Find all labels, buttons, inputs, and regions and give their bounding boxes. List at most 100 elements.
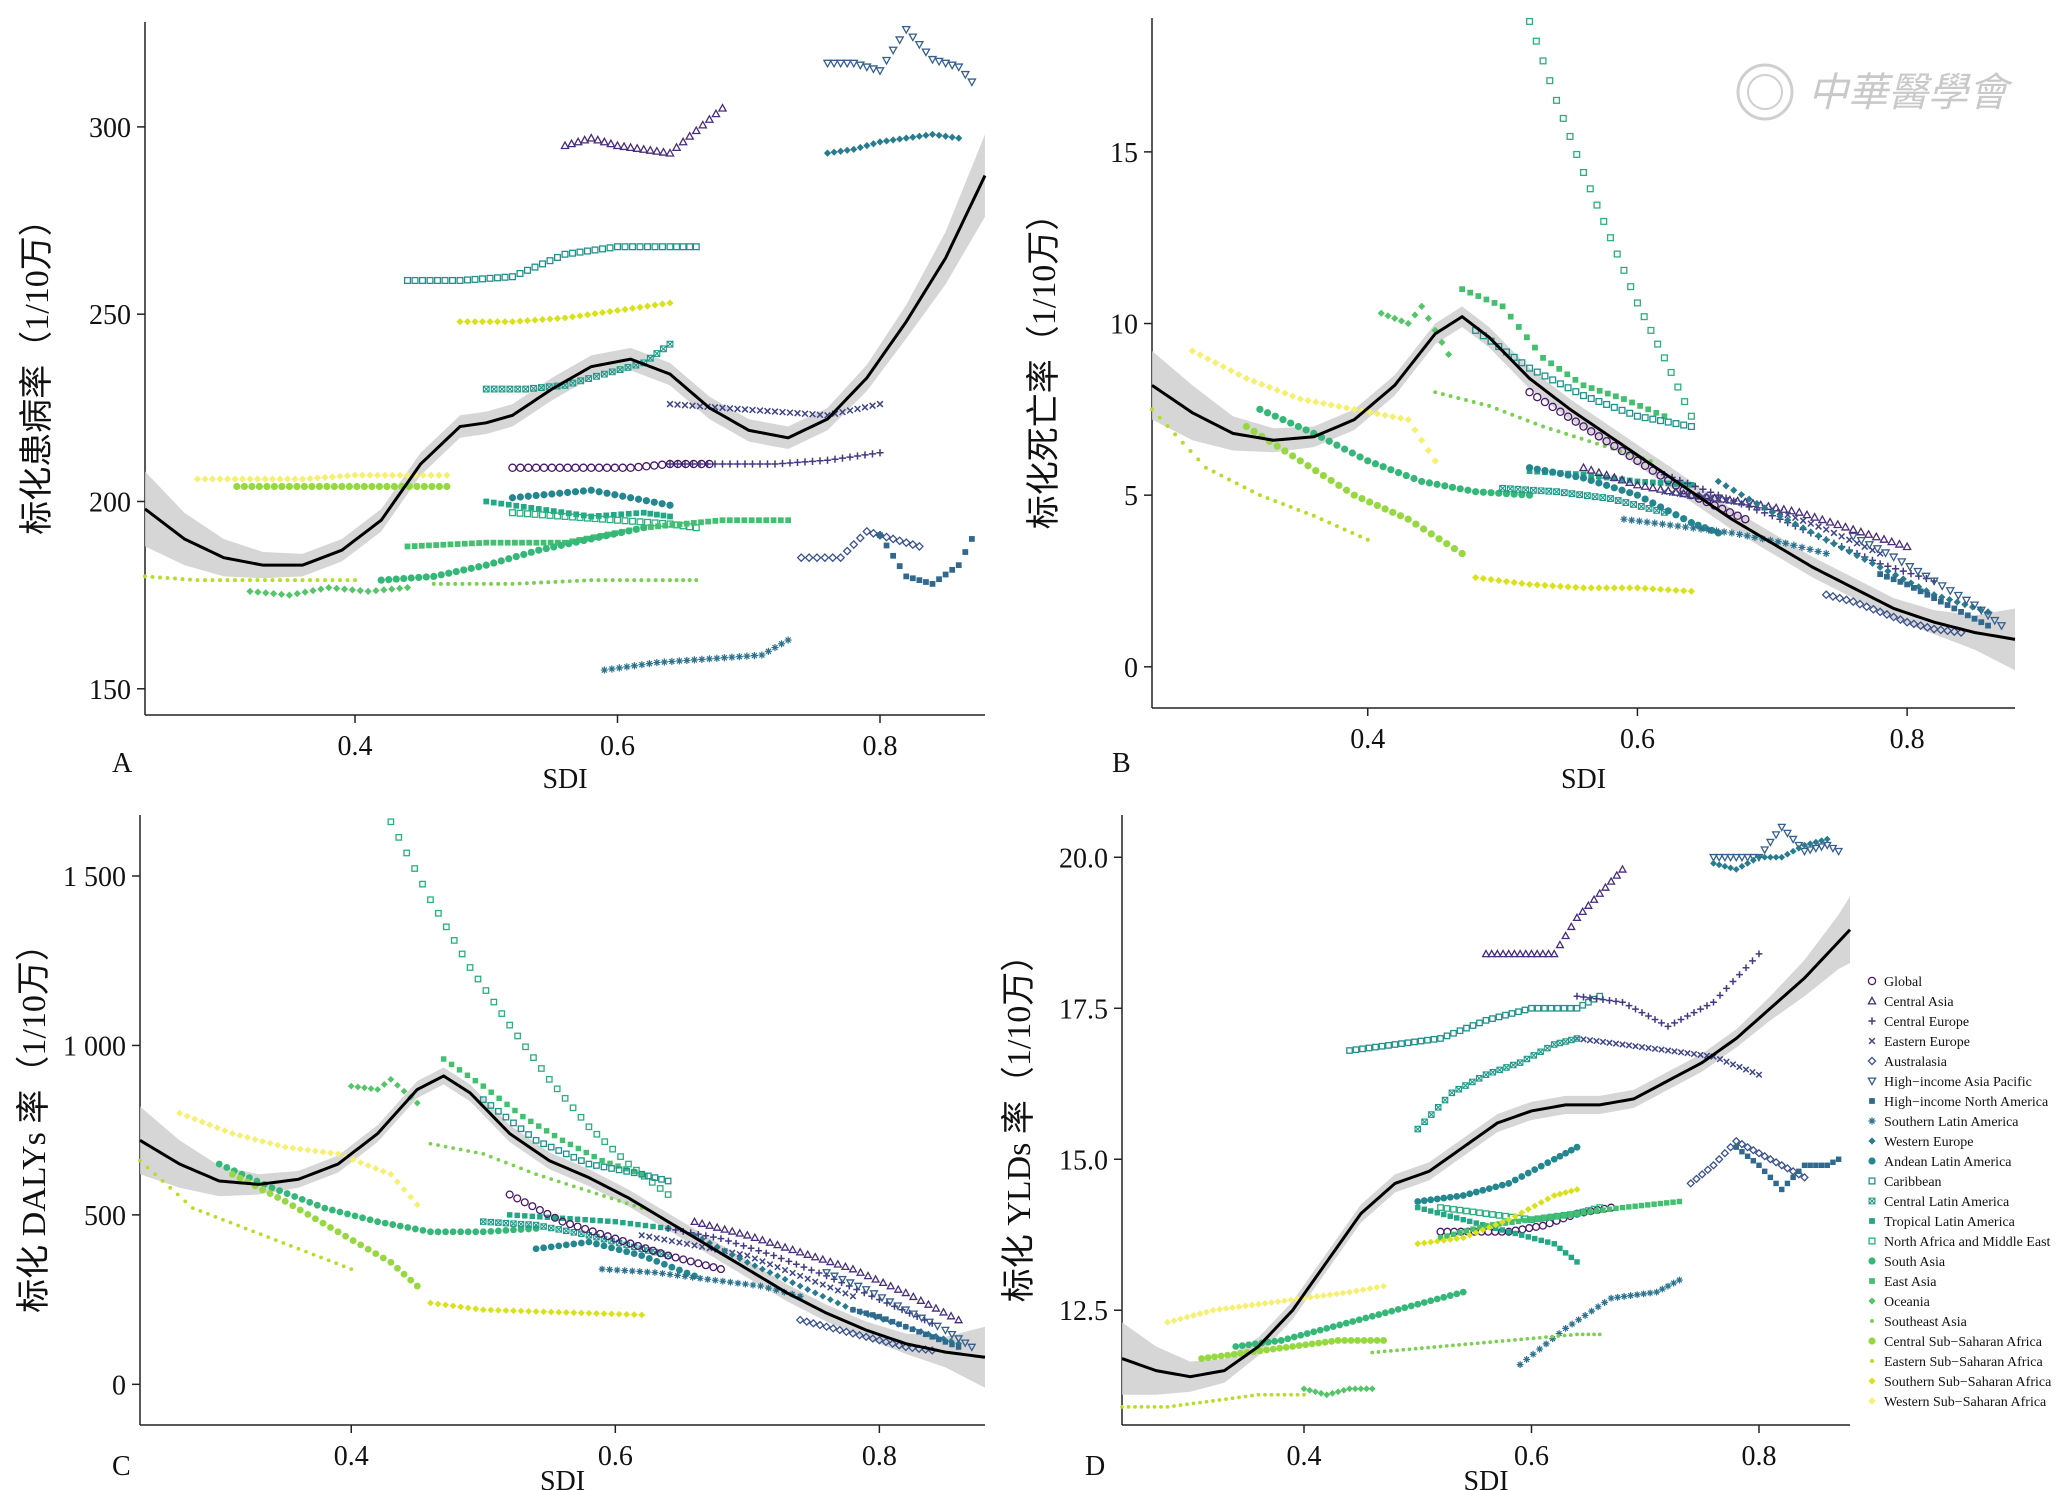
data-point — [632, 143, 642, 152]
data-point — [1840, 522, 1851, 531]
data-point — [1499, 484, 1507, 492]
data-point — [482, 987, 490, 994]
data-point — [1342, 1319, 1350, 1327]
data-point — [1807, 520, 1815, 528]
data-point — [558, 1217, 567, 1226]
data-point — [645, 660, 653, 668]
data-point — [426, 542, 432, 549]
data-point — [843, 146, 851, 154]
data-point — [1476, 1224, 1483, 1231]
data-point — [1425, 479, 1433, 487]
data-point — [660, 658, 668, 666]
data-point — [1414, 1198, 1422, 1205]
data-point — [1790, 1174, 1796, 1181]
data-point — [1595, 479, 1603, 487]
data-point — [1450, 1231, 1457, 1238]
data-point — [1861, 555, 1869, 564]
data-point — [539, 580, 544, 585]
x-axis-label: SDI — [542, 764, 587, 795]
data-point — [660, 512, 667, 519]
data-point — [1198, 1355, 1206, 1362]
data-point — [1492, 949, 1502, 958]
data-point — [517, 1125, 525, 1133]
data-point — [1509, 949, 1519, 958]
data-point — [1548, 1214, 1554, 1220]
data-point — [537, 384, 545, 392]
data-point — [1178, 1403, 1183, 1408]
series-southern-latin-america — [600, 636, 792, 674]
data-point — [922, 131, 930, 139]
data-point — [1441, 1096, 1449, 1104]
data-point — [1310, 1328, 1318, 1336]
data-point — [1469, 1022, 1477, 1029]
data-point — [506, 1212, 513, 1218]
data-point — [1529, 1350, 1537, 1358]
data-point — [1389, 508, 1397, 516]
series-high-income-asia-pacific — [1848, 532, 2007, 631]
data-point — [1251, 1340, 1259, 1348]
data-point — [323, 482, 331, 491]
data-point — [546, 580, 551, 585]
data-point — [1538, 1221, 1547, 1230]
data-point — [628, 1267, 636, 1275]
data-point — [1404, 319, 1412, 328]
data-point — [1978, 619, 1985, 626]
data-point — [1845, 547, 1853, 556]
data-point — [1593, 995, 1600, 1003]
data-point — [1469, 1208, 1477, 1216]
data-point — [248, 578, 252, 583]
data-point — [1384, 312, 1392, 320]
legend-item-central-asia: Central Asia — [1867, 995, 1954, 1010]
data-point — [1760, 1151, 1770, 1161]
data-point — [947, 61, 957, 71]
data-point — [1346, 1385, 1353, 1393]
data-point — [665, 459, 675, 469]
data-point — [632, 1203, 637, 1208]
data-point — [442, 1228, 449, 1236]
data-point — [1320, 1292, 1327, 1299]
data-point — [528, 1202, 537, 1211]
data-point — [540, 539, 547, 546]
data-point — [869, 402, 876, 410]
data-point — [1556, 1190, 1564, 1198]
data-point — [1573, 1186, 1581, 1193]
data-point — [639, 144, 649, 153]
data-point — [1721, 862, 1729, 870]
data-point — [1463, 1207, 1470, 1215]
data-point — [902, 134, 910, 142]
data-point — [255, 482, 263, 491]
data-point — [1657, 1200, 1664, 1207]
data-point — [1922, 622, 1932, 632]
data-point — [1930, 591, 1938, 599]
data-point — [1617, 475, 1627, 484]
data-point — [1204, 1399, 1209, 1404]
data-point — [1807, 1162, 1813, 1169]
data-point — [456, 276, 464, 285]
data-point — [1587, 395, 1595, 403]
data-point — [1612, 997, 1620, 1005]
data-point — [822, 59, 833, 69]
series-eastern-europe — [666, 400, 884, 419]
data-point — [812, 553, 822, 563]
data-point — [749, 406, 756, 414]
data-point — [1532, 949, 1542, 958]
data-point — [1619, 998, 1626, 1006]
data-point — [353, 482, 361, 491]
x-tick-label: 0.8 — [862, 1441, 897, 1472]
data-point — [691, 1231, 698, 1239]
data-point — [1430, 1035, 1438, 1043]
data-point — [1626, 584, 1634, 592]
data-point — [1814, 532, 1823, 540]
data-point — [949, 566, 956, 573]
data-point — [591, 246, 599, 254]
data-point — [306, 474, 314, 483]
data-point — [418, 276, 427, 285]
data-point — [582, 578, 587, 583]
data-point — [383, 482, 391, 491]
series-eastern-europe — [1660, 488, 1884, 557]
data-point — [1640, 481, 1650, 490]
data-point — [697, 459, 706, 469]
data-point — [908, 1291, 918, 1301]
